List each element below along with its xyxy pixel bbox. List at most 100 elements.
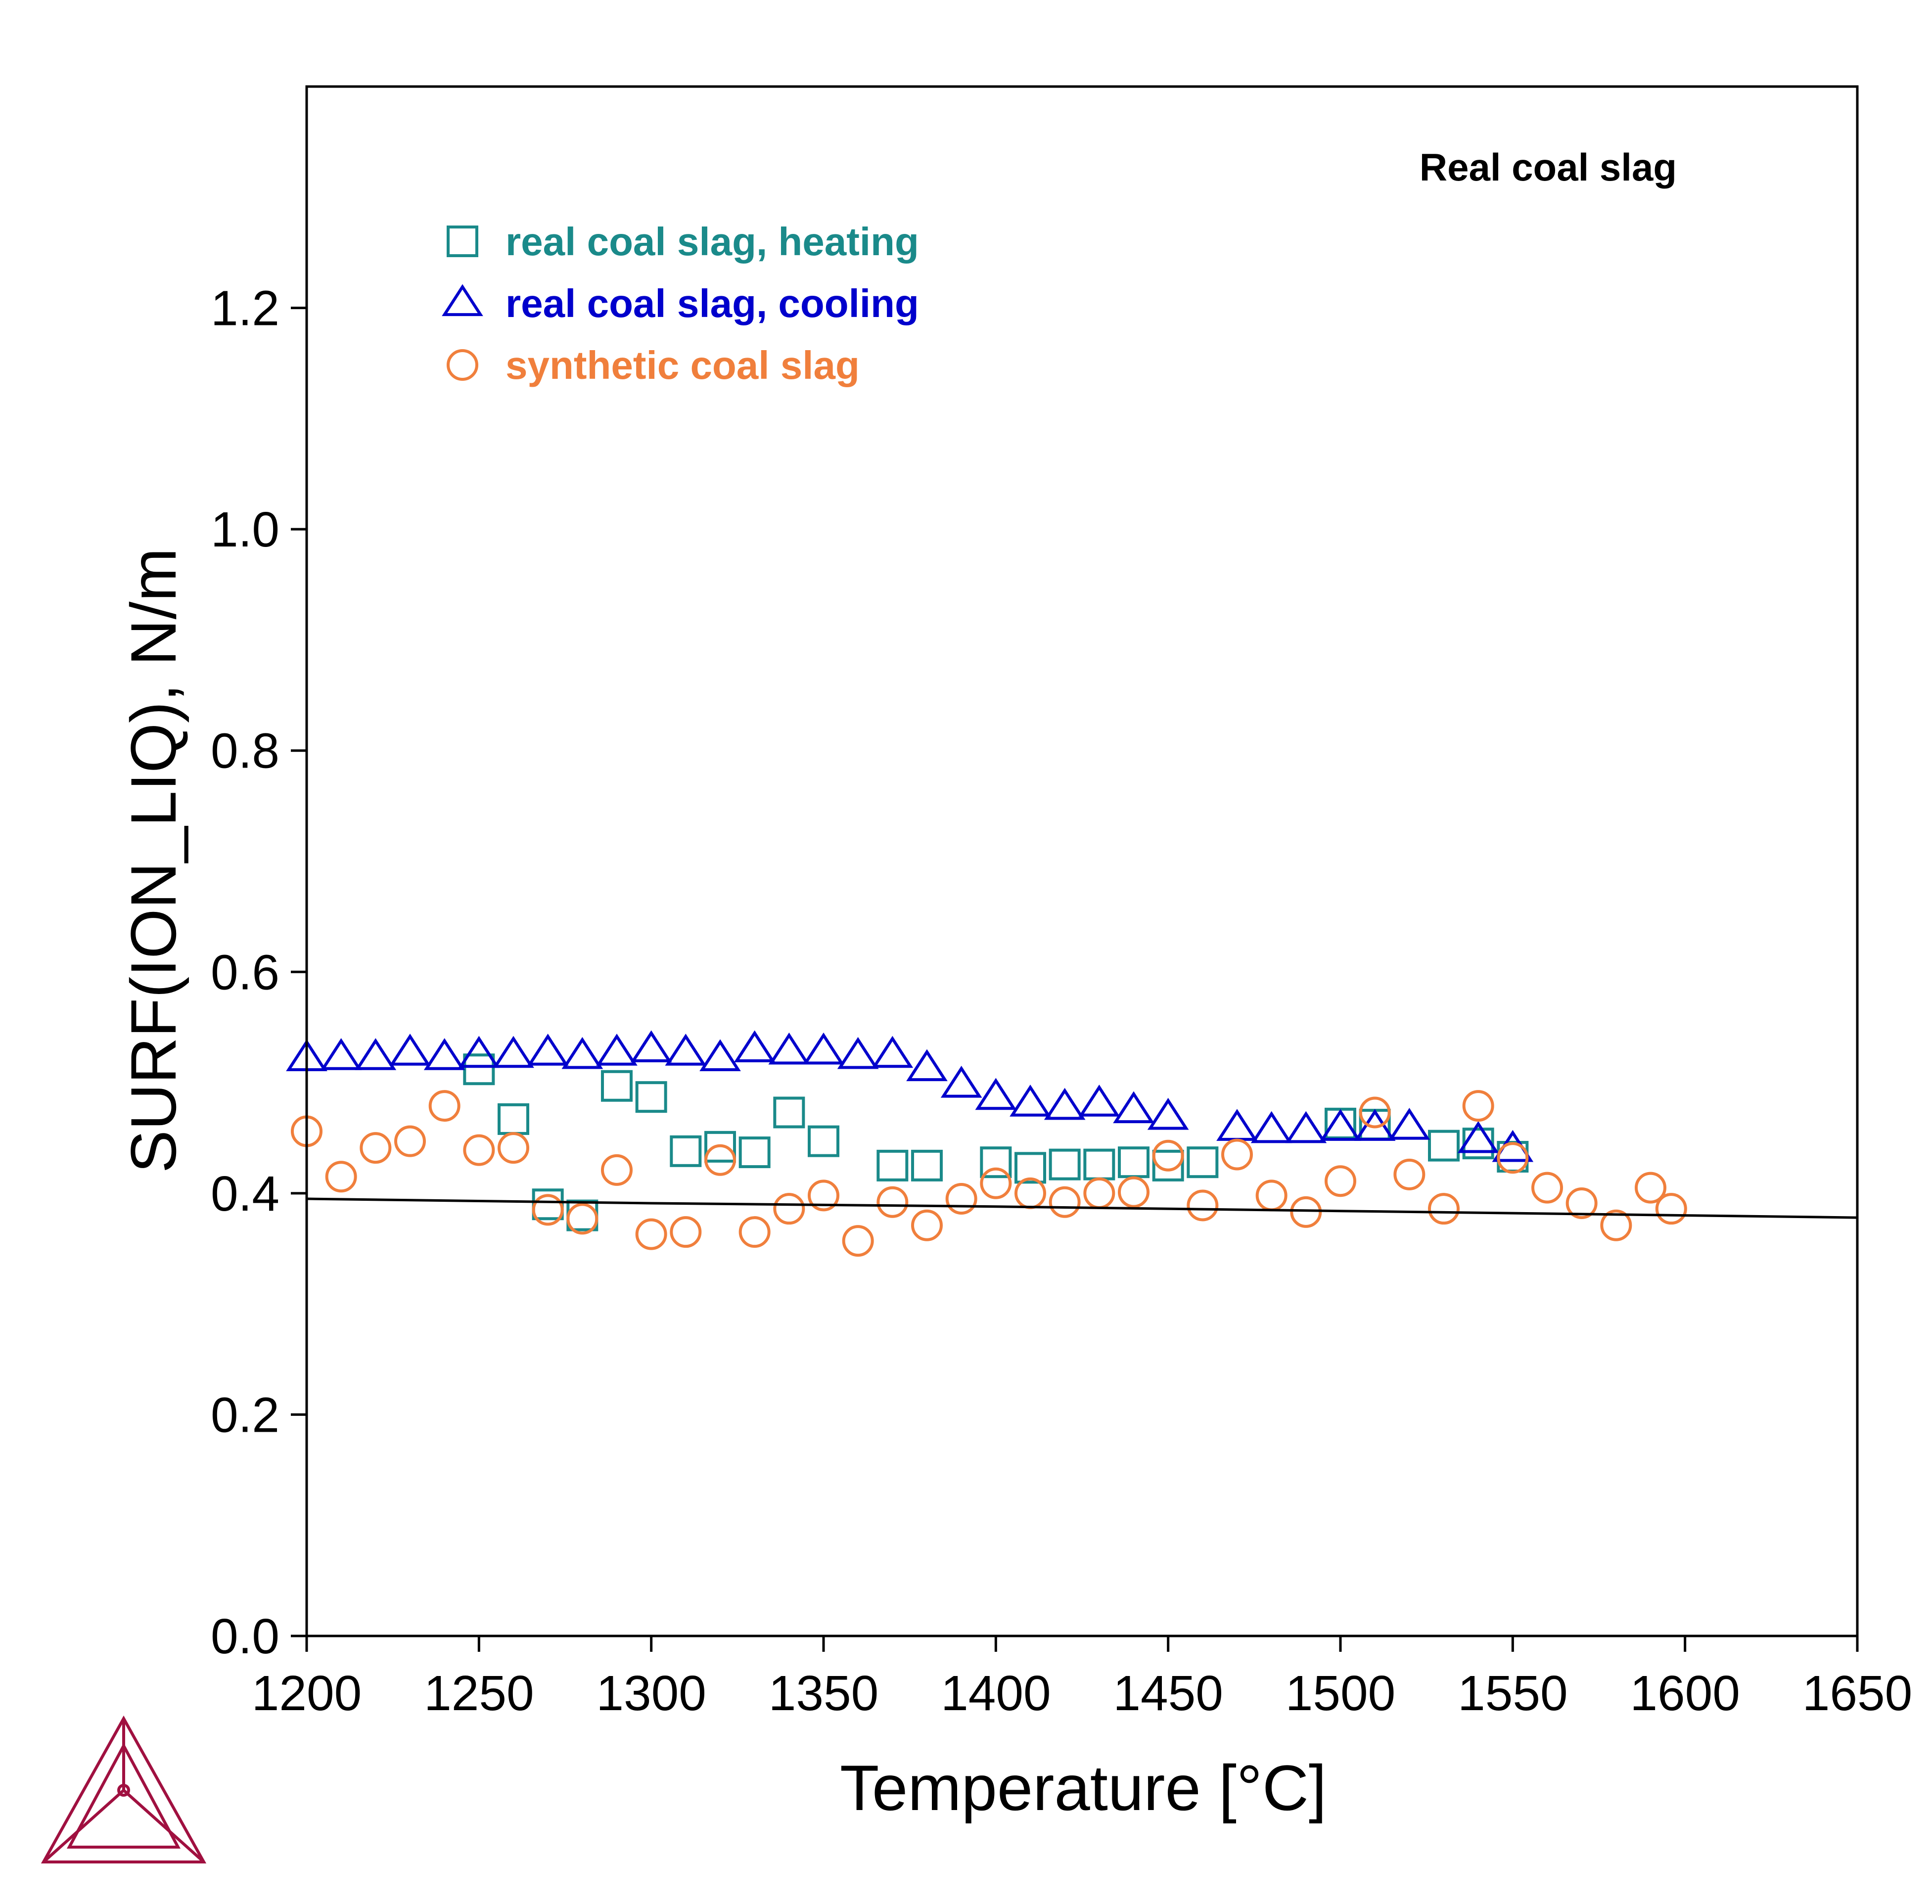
data-point-square — [1187, 1146, 1219, 1179]
data-point-square — [980, 1146, 1012, 1179]
data-point-triangle — [561, 1037, 603, 1069]
legend-label: real coal slag, heating — [506, 220, 919, 264]
data-point-triangle — [1010, 1085, 1051, 1117]
data-point-circle — [1655, 1193, 1687, 1225]
data-point-square — [1014, 1152, 1046, 1184]
data-point-triangle — [1113, 1091, 1154, 1124]
data-point-circle — [773, 1193, 805, 1225]
y-tick-label: 0.6 — [211, 945, 279, 1000]
data-point-square — [670, 1135, 702, 1167]
logo-center-dot — [117, 1784, 130, 1797]
data-point-circle — [1049, 1186, 1081, 1218]
data-point-triangle — [768, 1032, 810, 1065]
plot-frame — [305, 85, 1859, 1637]
x-axis-title: Temperature [°C] — [840, 1752, 1327, 1824]
data-point-triangle — [1285, 1111, 1327, 1143]
data-point-circle — [1325, 1165, 1356, 1197]
data-point-circle — [325, 1161, 357, 1193]
data-point-square — [808, 1125, 839, 1157]
legend: real coal slag, heating real coal slag, c… — [442, 220, 919, 387]
data-point-triangle — [527, 1034, 569, 1066]
data-point-square — [773, 1096, 805, 1129]
data-point-triangle — [1320, 1109, 1361, 1141]
data-point-circle — [463, 1134, 495, 1166]
data-point-circle — [1118, 1176, 1150, 1208]
logo-line-3 — [122, 1789, 205, 1863]
data-point-triangle — [1250, 1111, 1292, 1143]
data-point-triangle — [699, 1039, 741, 1071]
data-point-circle — [945, 1183, 977, 1215]
data-point-triangle — [458, 1036, 500, 1068]
data-point-triangle — [596, 1034, 638, 1066]
logo-outer-triangle — [41, 1715, 207, 1863]
data-point-circle — [670, 1216, 702, 1248]
data-point-square — [876, 1149, 909, 1181]
data-point-triangle — [320, 1038, 362, 1070]
legend-item: real coal slag, cooling — [442, 281, 919, 325]
data-point-square — [635, 1081, 667, 1113]
legend-label: synthetic coal slag — [506, 343, 860, 387]
data-point-square — [1049, 1148, 1081, 1180]
data-point-circle — [635, 1218, 667, 1250]
data-point-circle — [498, 1132, 529, 1164]
data-point-triangle — [355, 1038, 397, 1070]
data-point-circle — [1152, 1139, 1184, 1172]
data-point-triangle — [1457, 1121, 1499, 1153]
logo — [41, 1715, 207, 1863]
logo-inner-triangle — [66, 1742, 181, 1849]
data-point-circle — [1531, 1172, 1563, 1204]
data-point-circle — [808, 1179, 839, 1212]
data-point-circle — [1600, 1209, 1632, 1241]
y-tick-label: 0.8 — [211, 724, 279, 779]
data-point-circle — [1290, 1196, 1322, 1228]
data-point-circle — [1462, 1090, 1494, 1122]
series-circle — [291, 1090, 1687, 1257]
data-point-triangle — [1388, 1108, 1430, 1140]
data-point-triangle — [872, 1036, 914, 1068]
legend-item: synthetic coal slag — [447, 343, 860, 387]
data-point-square — [601, 1070, 633, 1102]
legend-item: real coal slag, heating — [447, 220, 919, 264]
data-point-circle — [1635, 1172, 1666, 1204]
data-point-triangle — [837, 1037, 879, 1069]
y-tick-label: 0.2 — [211, 1387, 279, 1443]
x-tick-label: 1550 — [1458, 1666, 1567, 1721]
y-tick-label: 1.0 — [211, 502, 279, 557]
data-point-circle — [1221, 1138, 1253, 1171]
data-point-circle — [738, 1216, 771, 1248]
data-point-square — [1428, 1130, 1460, 1162]
data-point-triangle — [940, 1066, 982, 1098]
data-point-circle — [911, 1209, 943, 1241]
data-point-circle — [876, 1186, 909, 1218]
x-tick-label: 1650 — [1802, 1666, 1912, 1721]
data-point-circle — [1428, 1193, 1460, 1225]
data-point-circle — [532, 1194, 564, 1226]
data-point-circle — [1497, 1142, 1529, 1174]
data-point-triangle — [630, 1030, 672, 1063]
data-point-triangle — [906, 1049, 948, 1082]
axis-ticks: 1200 1250 1300 1350 1400 1450 1500 1550 1600 1650… — [211, 85, 1912, 1721]
data-point-square — [738, 1136, 771, 1169]
data-point-triangle — [1078, 1085, 1120, 1117]
data-point-circle — [1359, 1096, 1391, 1129]
x-tick-label: 1600 — [1630, 1666, 1740, 1721]
data-point-triangle — [803, 1032, 844, 1065]
x-tick-label: 1500 — [1286, 1666, 1395, 1721]
data-point-triangle — [665, 1034, 707, 1066]
x-tick-label: 1200 — [252, 1666, 362, 1721]
data-point-circle — [1393, 1158, 1426, 1190]
data-point-triangle — [1354, 1109, 1396, 1141]
data-point-square — [704, 1131, 736, 1163]
data-point-circle — [980, 1167, 1012, 1199]
data-point-circle — [1565, 1187, 1598, 1219]
y-axis-title: SURF(ION_LIQ), N/m — [117, 548, 189, 1173]
legend-marker-circle — [447, 349, 478, 381]
x-tick-label: 1350 — [769, 1666, 878, 1721]
data-point-triangle — [734, 1030, 776, 1063]
data-point-circle — [842, 1225, 874, 1257]
data-point-triangle — [389, 1034, 431, 1066]
data-point-triangle — [423, 1038, 465, 1070]
series-triangle — [286, 1030, 1534, 1162]
